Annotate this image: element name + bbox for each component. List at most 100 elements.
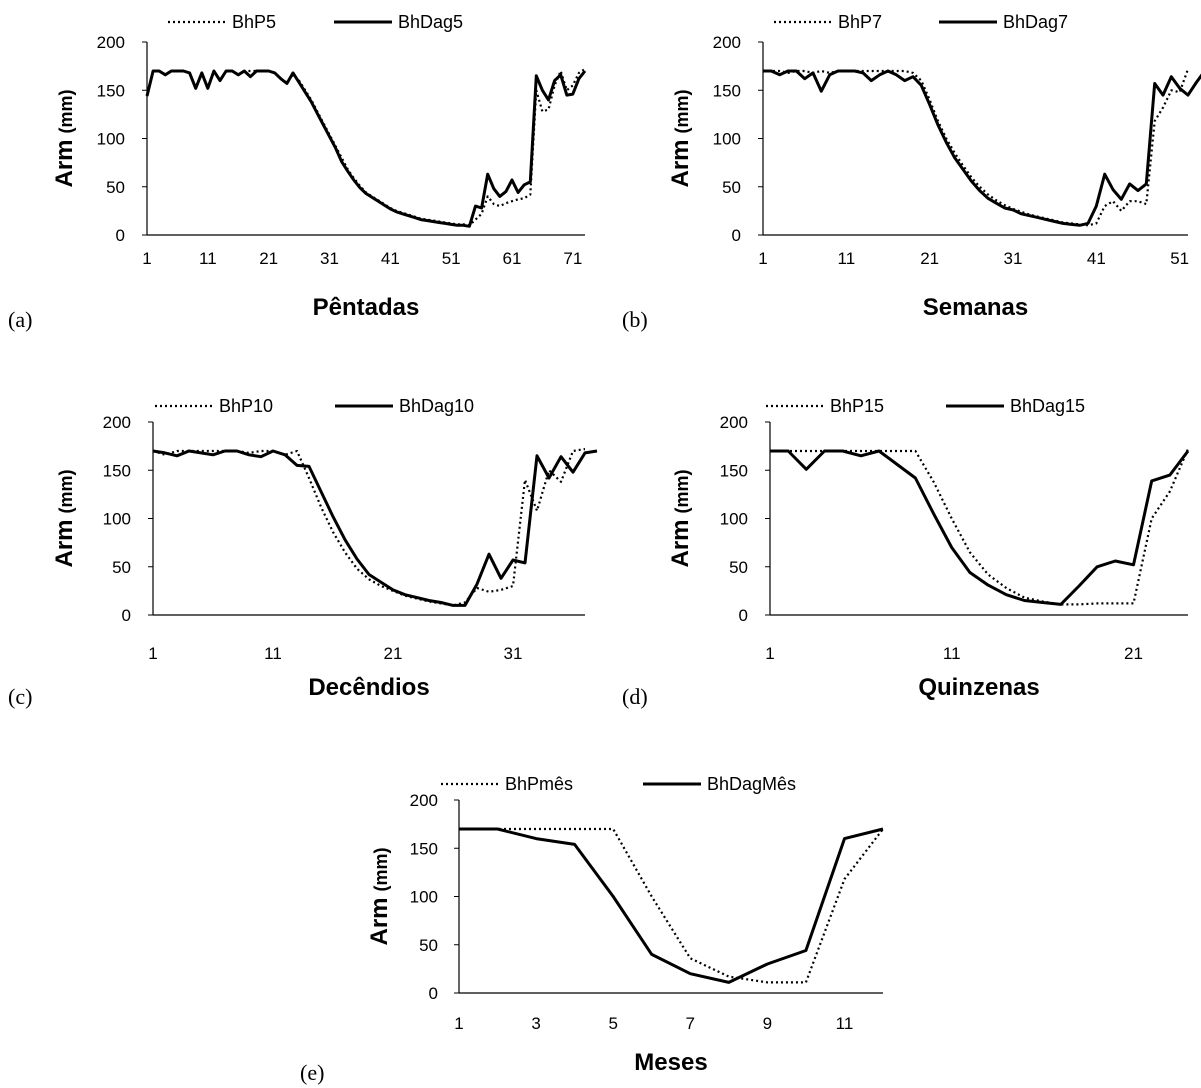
series-line-bhp5 [145,68,586,227]
x-tick-label: 41 [381,249,400,268]
x-tick-label: 11 [199,249,217,268]
x-tick-label: 1 [758,249,767,268]
y-axis-label-text: Arm [366,897,393,945]
y-tick-label: 200 [410,791,438,810]
x-tick-label: 9 [763,1014,772,1033]
y-tick-label: 100 [720,510,748,529]
series-line-bhdag5 [145,69,587,228]
y-tick-label: 150 [103,461,131,480]
x-tick-label: 31 [1004,249,1023,268]
x-tick-label: 1 [148,644,157,663]
y-tick-label: 150 [720,461,748,480]
x-tick-label: 31 [504,644,523,663]
x-axis-label: Semanas [923,294,1028,321]
series-line-bhdag15 [770,449,1190,606]
y-axis-label: Arm (mm) [667,89,694,187]
y-tick-label: 200 [720,413,748,432]
x-tick-label: 11 [943,644,961,663]
y-axis-unit: (mm) [371,847,391,891]
x-tick-label: 21 [1124,644,1143,663]
x-tick-label: 51 [1170,249,1189,268]
x-tick-label: 51 [442,249,461,268]
y-axis-unit: (mm) [672,89,692,133]
x-axis-label: Quinzenas [918,674,1039,701]
x-tick-label: 1 [142,249,151,268]
legend-label: BhDag15 [1010,396,1085,416]
x-tick-label: 1 [454,1014,463,1033]
legend-label: BhP7 [838,12,882,32]
y-axis-label: Arm (mm) [51,469,78,567]
panel-label: (a) [8,307,32,332]
series-line-bhdag7 [763,69,1201,227]
y-tick-label: 200 [713,33,741,52]
x-tick-label: 31 [320,249,339,268]
y-tick-label: 150 [713,81,741,100]
panel-label: (b) [622,307,648,332]
chart-panel: 0 50 100 150 200 1 3 5 7 9 11 BhPmês BhDagMês Arm (mm)… [300,774,884,1085]
x-axis-label: Meses [634,1049,707,1076]
series-line-bhp10 [152,447,586,607]
y-axis-unit: (mm) [56,469,76,513]
y-tick-label: 50 [729,558,748,577]
panel-label: (e) [300,1060,324,1085]
y-tick-label: 0 [122,606,131,625]
x-tick-label: 7 [686,1014,695,1033]
x-axis-label: Decêndios [308,674,429,701]
y-tick-label: 150 [97,81,125,100]
y-tick-label: 200 [97,33,125,52]
series-line-bhdagmês [459,827,884,984]
y-tick-label: 0 [116,226,125,245]
y-axis-label: Arm (mm) [51,89,78,187]
legend-label: BhPmês [505,774,573,794]
y-tick-label: 50 [722,178,741,197]
series-line-bhp7 [763,68,1190,227]
legend-label: BhDagMês [707,774,796,794]
y-tick-label: 100 [97,130,125,149]
y-axis-label-text: Arm [667,519,694,567]
y-axis-label-text: Arm [51,139,78,187]
y-tick-label: 0 [429,984,438,1003]
x-tick-label: 1 [765,644,774,663]
y-axis-label-text: Arm [51,519,78,567]
x-tick-label: 21 [384,644,403,663]
legend-label: BhDag7 [1003,12,1068,32]
y-tick-label: 200 [103,413,131,432]
series-line-bhpmês [459,827,884,984]
y-tick-label: 50 [419,936,438,955]
y-axis-label: Arm (mm) [667,469,694,567]
y-axis-unit: (mm) [672,469,692,513]
y-tick-label: 0 [739,606,748,625]
y-axis-label-text: Arm [667,139,694,187]
x-tick-label: 11 [264,644,282,663]
x-tick-label: 21 [920,249,939,268]
x-tick-label: 41 [1087,249,1106,268]
y-tick-label: 0 [732,226,741,245]
x-tick-label: 61 [503,249,522,268]
legend-label: BhP5 [232,12,276,32]
x-tick-label: 3 [531,1014,540,1033]
legend-label: BhP15 [830,396,884,416]
x-tick-label: 71 [563,249,582,268]
y-axis-label: Arm (mm) [366,847,393,945]
series-line-bhdag10 [152,449,598,607]
legend-label: BhDag10 [399,396,474,416]
x-axis-label: Pêntadas [313,294,420,321]
panel-label: (c) [8,684,32,709]
panel-label: (d) [622,684,648,709]
x-tick-label: 5 [608,1014,617,1033]
y-tick-label: 50 [106,178,125,197]
y-tick-label: 150 [410,839,438,858]
y-tick-label: 100 [103,510,131,529]
y-tick-label: 100 [410,888,438,907]
legend-label: BhDag5 [398,12,463,32]
y-tick-label: 100 [713,130,741,149]
legend-label: BhP10 [219,396,273,416]
y-tick-label: 50 [112,558,131,577]
x-tick-label: 21 [259,249,278,268]
y-axis-unit: (mm) [56,89,76,133]
series-line-bhp15 [770,448,1190,606]
